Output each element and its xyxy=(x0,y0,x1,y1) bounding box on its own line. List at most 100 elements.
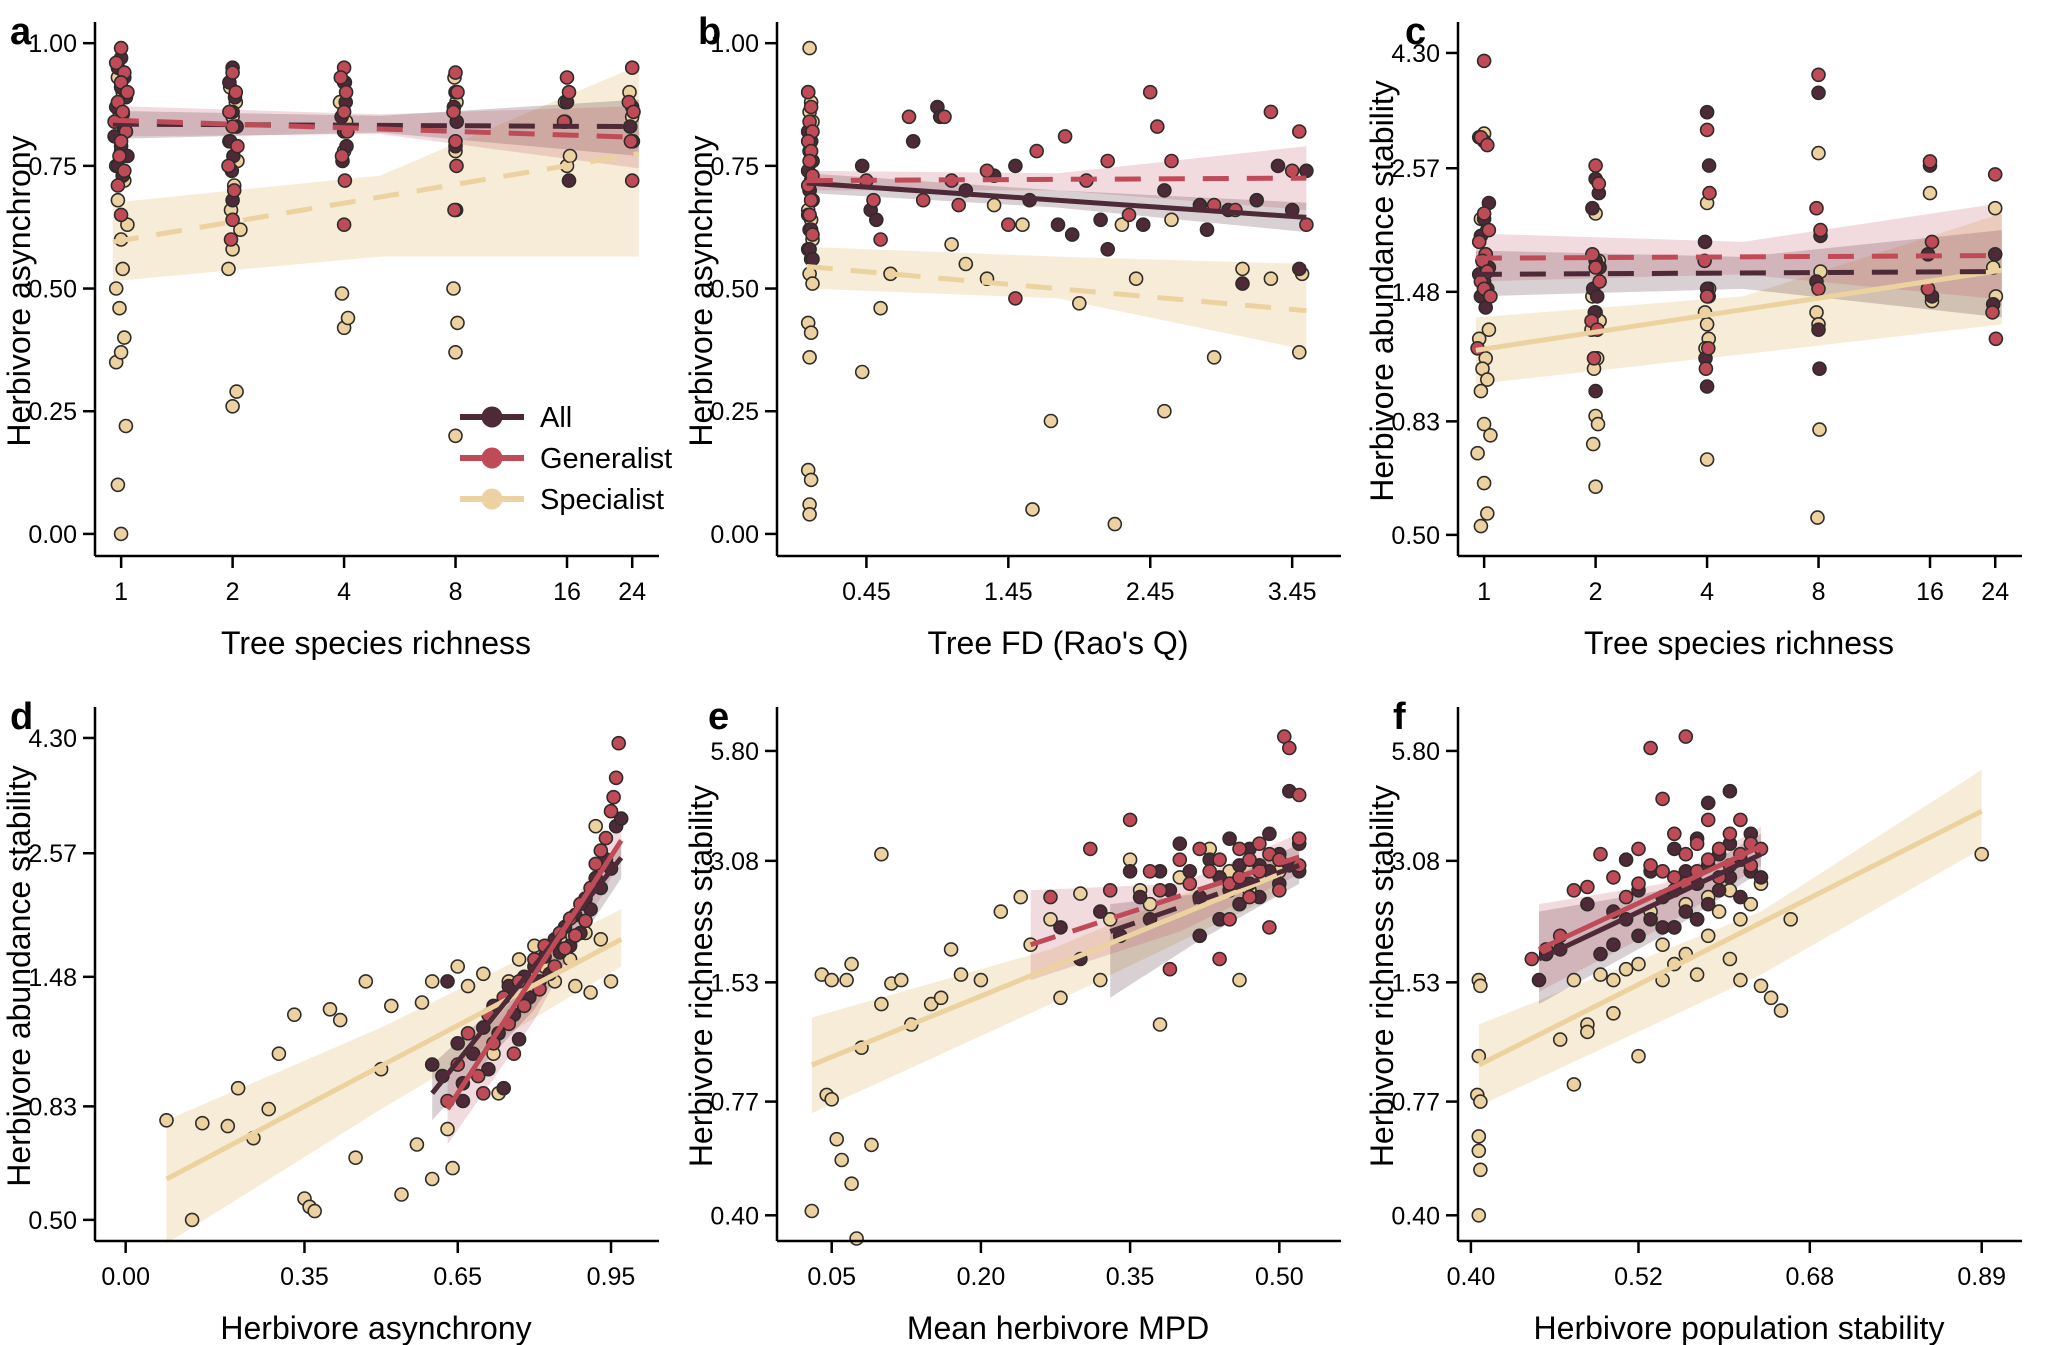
specialist-data-point xyxy=(1987,200,2003,216)
specialist-data-point xyxy=(874,846,889,862)
generalist-confidence-band xyxy=(1475,203,2002,300)
specialist-data-point xyxy=(1473,383,1489,399)
all-data-point xyxy=(1697,234,1713,250)
all-data-point xyxy=(1064,227,1080,242)
all-data-point xyxy=(1235,276,1250,291)
generalist-trend-line xyxy=(806,175,1307,184)
specialist-data-point xyxy=(286,1007,302,1023)
specialist-data-point xyxy=(1974,846,1990,862)
all-data-point xyxy=(1618,852,1634,867)
generalist-data-point xyxy=(1643,858,1658,873)
all-data-point xyxy=(1699,104,1715,120)
generalist-data-point xyxy=(1924,234,1940,250)
y-tick-label: 2.57 xyxy=(28,840,77,868)
specialist-data-point xyxy=(844,956,859,972)
all-data-point xyxy=(1172,836,1188,851)
y-tick-label: 0.25 xyxy=(28,398,77,426)
generalist-data-point xyxy=(915,192,931,208)
specialist-trend-line xyxy=(165,937,623,1182)
generalist-data-point xyxy=(1263,104,1279,120)
generalist-data-point xyxy=(1284,163,1300,179)
legend-label-all: All xyxy=(540,402,572,434)
generalist-data-point xyxy=(1655,864,1670,879)
panel-letter-c: c xyxy=(1405,11,1426,53)
specialist-data-point xyxy=(1810,510,1825,525)
all-data-point xyxy=(613,811,629,826)
generalist-data-point xyxy=(336,217,352,232)
panel-letter-d: d xyxy=(10,696,33,738)
generalist-data-point xyxy=(1471,234,1487,250)
generalist-data-point xyxy=(1699,122,1715,138)
generalist-data-point xyxy=(1281,740,1297,756)
generalist-data-point xyxy=(1922,154,1938,169)
generalist-data-point xyxy=(1689,836,1705,851)
specialist-data-point xyxy=(1291,344,1307,360)
specialist-data-point xyxy=(340,310,356,326)
generalist-data-point xyxy=(112,148,127,164)
generalist-data-point xyxy=(1271,883,1287,898)
x-tick-label: 16 xyxy=(553,578,581,606)
y-axis-title: Herbivore abundance stability xyxy=(1364,80,1400,502)
generalist-data-point xyxy=(1222,912,1237,927)
specialist-data-point xyxy=(873,300,888,316)
generalist-data-point xyxy=(1988,331,2004,347)
x-tick-label: 0.40 xyxy=(1447,1263,1496,1291)
specialist-confidence-band xyxy=(811,854,1280,1114)
all-data-point xyxy=(1722,783,1738,799)
plot-d: 0.00 0.35 0.65 0.95 0.50 0.83 1.48 2.57 4.30 Herb… xyxy=(1,696,659,1345)
specialist-data-point xyxy=(834,1152,849,1168)
specialist-data-point xyxy=(1773,1003,1789,1018)
all-data-point xyxy=(1811,85,1826,101)
generalist-data-point xyxy=(460,1025,476,1041)
specialist-data-point xyxy=(117,330,132,345)
all-data-point xyxy=(1589,289,1605,304)
specialist-data-point xyxy=(1689,967,1705,982)
specialist-data-point xyxy=(113,344,129,360)
all-data-point xyxy=(1643,912,1658,927)
x-tick-label: 0.35 xyxy=(280,1263,329,1291)
generalist-data-point xyxy=(567,928,583,943)
x-tick-label: 16 xyxy=(1916,578,1944,606)
generalist-data-point xyxy=(1483,289,1498,304)
all-data-point xyxy=(1811,322,1826,338)
generalist-data-point xyxy=(1212,951,1227,967)
panel-letter-a: a xyxy=(10,11,32,53)
generalist-data-point xyxy=(1987,167,2003,182)
all-data-point xyxy=(1700,896,1716,912)
x-axis-title: Herbivore population stability xyxy=(1534,1310,1945,1345)
generalist-data-point xyxy=(1809,200,1824,216)
x-tick-label: 24 xyxy=(618,578,646,606)
all-trend-line xyxy=(1537,851,1763,962)
all-data-point xyxy=(1531,972,1547,988)
x-tick-label: 2 xyxy=(226,578,240,606)
y-tick-label: 0.75 xyxy=(28,153,77,181)
generalist-data-point xyxy=(1252,836,1267,851)
generalist-data-point xyxy=(1631,841,1646,857)
y-tick-label: 1.53 xyxy=(1391,969,1440,997)
specialist-data-point xyxy=(933,990,949,1006)
all-data-point xyxy=(905,134,921,149)
specialist-data-point xyxy=(1206,349,1222,365)
specialist-data-point xyxy=(448,428,463,444)
generalist-data-point xyxy=(1566,883,1582,898)
generalist-confidence-band xyxy=(806,146,1307,211)
specialist-data-point xyxy=(1235,261,1250,277)
generalist-data-point xyxy=(1580,879,1595,895)
specialist-data-point xyxy=(562,148,578,164)
all-data-point xyxy=(1270,158,1286,174)
generalist-data-point xyxy=(1985,305,2000,320)
x-tick-label: 0.45 xyxy=(842,578,891,606)
generalist-data-point xyxy=(1102,883,1118,898)
specialist-data-point xyxy=(113,526,129,542)
y-tick-label: 1.00 xyxy=(28,30,77,58)
specialist-data-point xyxy=(603,974,619,989)
specialist-data-point xyxy=(511,952,527,967)
all-data-point xyxy=(1987,247,2003,262)
panel-letter-f: f xyxy=(1393,696,1406,738)
specialist-data-point xyxy=(261,1101,277,1117)
x-tick-label: 0.20 xyxy=(957,1263,1006,1291)
plot-e: 0.05 0.20 0.35 0.50 0.40 0.77 1.53 3.08 5.80 Mean… xyxy=(683,696,1341,1345)
x-tick-label: 4 xyxy=(337,578,351,606)
specialist-data-point xyxy=(973,972,989,988)
all-trend-line xyxy=(430,856,624,1095)
